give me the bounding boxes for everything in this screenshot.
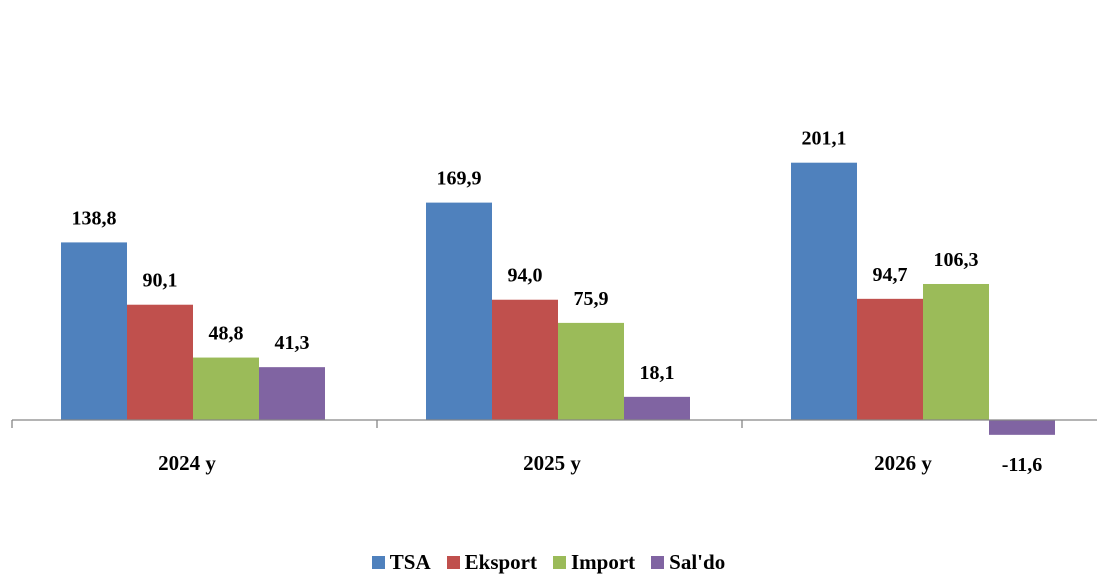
bar-import-0 — [193, 357, 259, 420]
legend-item: Sal'do — [651, 552, 725, 573]
legend-swatch — [553, 556, 566, 569]
legend-swatch — [371, 556, 385, 569]
legend-label: Sal'do — [669, 550, 726, 574]
data-label: 18,1 — [640, 362, 675, 384]
legend-item: Eksport — [446, 550, 537, 574]
data-label: 48,8 — [209, 323, 244, 345]
legend-item: TSA — [371, 550, 431, 574]
bar-saldo-1 — [624, 396, 690, 420]
data-label: 94,0 — [508, 265, 543, 287]
category-label: 2024 y — [158, 451, 216, 475]
data-label: 75,9 — [574, 288, 609, 310]
data-label: 90,1 — [143, 270, 178, 292]
bar-saldo-0 — [259, 367, 325, 420]
bar-import-1 — [558, 322, 624, 420]
bar-eksport-2 — [857, 298, 923, 420]
data-labels-group: 138,8 90,1 48,8 41,3 169,9 94,0 75,9 18,1 201,1 9… — [72, 128, 1043, 476]
category-label: 2025 y — [523, 451, 581, 475]
legend-swatch — [446, 556, 460, 569]
data-label: 106,3 — [934, 249, 979, 271]
legend-label: Eksport — [464, 550, 537, 574]
bar-tsa-0 — [61, 242, 127, 420]
category-label: 2026 y — [874, 451, 932, 475]
bar-eksport-0 — [127, 304, 193, 420]
data-label: 169,9 — [437, 168, 482, 190]
bar-tsa-1 — [426, 202, 492, 420]
x-axis — [11, 419, 1097, 428]
bar-saldo-2 — [989, 420, 1055, 435]
data-label: 201,1 — [802, 128, 847, 150]
legend: TSA Eksport Import Sal'do — [0, 552, 1097, 573]
legend-swatch — [651, 556, 665, 569]
data-label: 138,8 — [72, 207, 117, 229]
data-label: 94,7 — [873, 264, 908, 286]
legend-label: Import — [571, 550, 636, 574]
legend-label: TSA — [389, 550, 431, 574]
category-labels-group: 2024 y 2025 y 2026 y — [158, 451, 932, 475]
bars-group — [61, 162, 1055, 435]
bar-eksport-1 — [492, 299, 558, 420]
data-label: 41,3 — [275, 332, 310, 354]
bar-import-2 — [923, 283, 989, 420]
data-label: -11,6 — [1002, 454, 1043, 476]
legend-item: Import — [553, 552, 635, 573]
bar-chart: 138,8 90,1 48,8 41,3 169,9 94,0 75,9 18,1 201,1 9… — [11, 128, 1097, 476]
bar-tsa-2 — [791, 162, 857, 420]
